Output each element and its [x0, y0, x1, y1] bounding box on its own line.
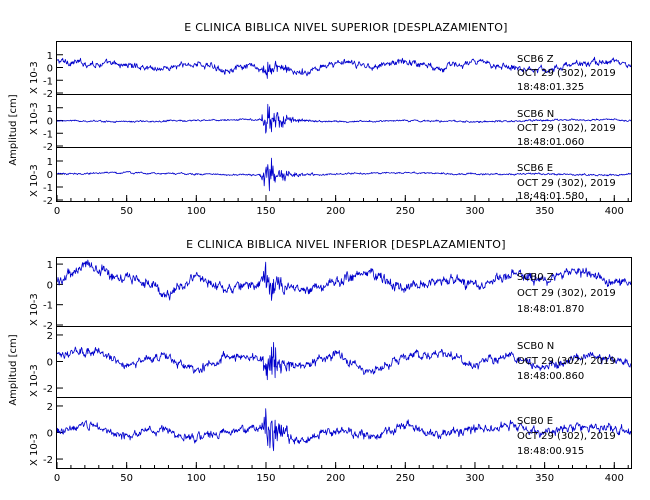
y-tick-label: -1 [43, 301, 53, 312]
station-label: SCB6 N [517, 109, 554, 120]
x-tick-label: 0 [54, 473, 60, 484]
y-tick-label: -2 [43, 196, 53, 207]
y-tick-label: -2 [43, 455, 53, 466]
scale-label: X 10-3 [29, 364, 40, 397]
station-label: SCB6 Z [517, 54, 554, 65]
seismic-trace-line [56, 259, 632, 301]
y-tick-label: -1 [43, 76, 53, 87]
seismic-trace-line [56, 341, 632, 381]
time-label: 18:48:01.580 [517, 191, 584, 202]
x-tick-label: 200 [326, 206, 345, 217]
x-tick-label: 400 [605, 473, 624, 484]
y-tick-label: 0 [47, 429, 53, 440]
y-tick-label: -1 [43, 183, 53, 194]
time-label: 18:48:01.325 [517, 82, 584, 93]
x-tick-label: 300 [465, 473, 484, 484]
date-label: OCT 29 (302), 2019 [517, 288, 616, 299]
y-tick-label: 1 [47, 157, 53, 168]
y-tick-label: 1 [47, 51, 53, 62]
scale-label: X 10-3 [29, 102, 40, 135]
y-tick-label: 0 [47, 170, 53, 181]
trace-panel-scb0-e: X 10-3 2 0 -2 SCB0 E OCT 29 (302), 2019 18… [29, 402, 632, 466]
scale-label: X 10-3 [29, 164, 40, 197]
x-tick-label: 350 [535, 473, 554, 484]
chart-title: E CLINICA BIBLICA NIVEL SUPERIOR [DESPLA… [184, 21, 508, 34]
seismic-trace-line [56, 408, 632, 452]
y-tick-label: -2 [43, 142, 53, 153]
date-label: OCT 29 (302), 2019 [517, 356, 616, 367]
x-tick-label: 400 [605, 206, 624, 217]
station-label: SCB6 E [517, 163, 553, 174]
station-label: SCB0 N [517, 341, 554, 352]
x-axis: 0 50 100 150 200 250 300 350 400 [54, 462, 629, 484]
y-tick-label: 1 [47, 260, 53, 271]
y-tick-label: -2 [43, 384, 53, 395]
y-axis-label: Amplitud [cm] [8, 334, 19, 405]
x-tick-label: 200 [326, 473, 345, 484]
plot-frame [56, 257, 632, 469]
y-axis-label: Amplitud [cm] [8, 94, 19, 165]
x-axis: 0 50 100 150 200 250 300 350 400 [54, 195, 629, 217]
x-tick-label: 150 [256, 473, 275, 484]
trace-panel-scb6-z: X 10-3 10-1-2 SCB6 Z OCT 29 (302), 2019 … [29, 51, 632, 100]
x-tick-label: 50 [120, 473, 133, 484]
trace-panel-scb0-n: X 10-3 2 0 -2 SCB0 N OCT 29 (302), 2019 18… [29, 331, 632, 397]
y-tick-label: 0 [47, 358, 53, 369]
date-label: OCT 29 (302), 2019 [517, 178, 616, 189]
trace-panel-scb6-n: X 10-3 10-1-2 SCB6 N OCT 29 (302), 2019 … [29, 102, 632, 153]
time-label: 18:48:00.860 [517, 371, 584, 382]
seismic-trace-line [56, 157, 632, 192]
seismic-trace-line [56, 103, 632, 134]
x-tick-label: 150 [256, 206, 275, 217]
x-tick-label: 0 [54, 206, 60, 217]
date-label: OCT 29 (302), 2019 [517, 431, 616, 442]
scale-label: X 10-3 [29, 293, 40, 326]
y-tick-label: 2 [47, 402, 53, 413]
x-tick-label: 250 [396, 206, 415, 217]
y-tick-label: 0 [47, 117, 53, 128]
chart-nivel-superior: E CLINICA BIBLICA NIVEL SUPERIOR [DESPLA… [8, 21, 632, 217]
x-tick-label: 250 [396, 473, 415, 484]
station-label: SCB0 E [517, 416, 553, 427]
station-label: SCB0 Z [517, 272, 554, 283]
scale-label: X 10-3 [29, 61, 40, 94]
y-tick-label: 2 [47, 331, 53, 342]
y-tick-label: -2 [43, 89, 53, 100]
trace-panel-scb0-z: X 10-3 10-1-2 SCB0 Z OCT 29 (302), 2019 … [29, 259, 632, 332]
x-tick-label: 300 [465, 206, 484, 217]
x-tick-label: 100 [187, 473, 206, 484]
y-tick-label: 1 [47, 104, 53, 115]
time-label: 18:48:01.870 [517, 304, 584, 315]
chart-title: E CLINICA BIBLICA NIVEL INFERIOR [DESPLA… [186, 238, 506, 251]
chart-nivel-inferior: E CLINICA BIBLICA NIVEL INFERIOR [DESPLA… [8, 238, 632, 484]
y-tick-label: 0 [47, 64, 53, 75]
time-label: 18:48:00.915 [517, 446, 584, 457]
plot-frame [56, 41, 632, 202]
scale-label: X 10-3 [29, 433, 40, 466]
y-tick-label: 0 [47, 280, 53, 291]
time-label: 18:48:01.060 [517, 137, 584, 148]
x-tick-label: 50 [120, 206, 133, 217]
x-tick-label: 350 [535, 206, 554, 217]
date-label: OCT 29 (302), 2019 [517, 68, 616, 79]
y-tick-label: -1 [43, 129, 53, 140]
y-tick-label: -2 [43, 321, 53, 332]
trace-panel-scb6-e: X 10-3 10-1-2 SCB6 E OCT 29 (302), 2019 … [29, 157, 632, 207]
date-label: OCT 29 (302), 2019 [517, 123, 616, 134]
seismic-trace-line [56, 56, 632, 79]
x-tick-label: 100 [187, 206, 206, 217]
